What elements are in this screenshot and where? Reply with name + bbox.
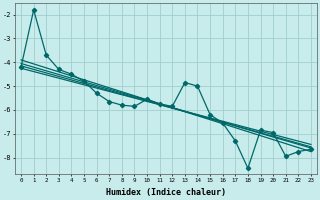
- X-axis label: Humidex (Indice chaleur): Humidex (Indice chaleur): [106, 188, 226, 197]
